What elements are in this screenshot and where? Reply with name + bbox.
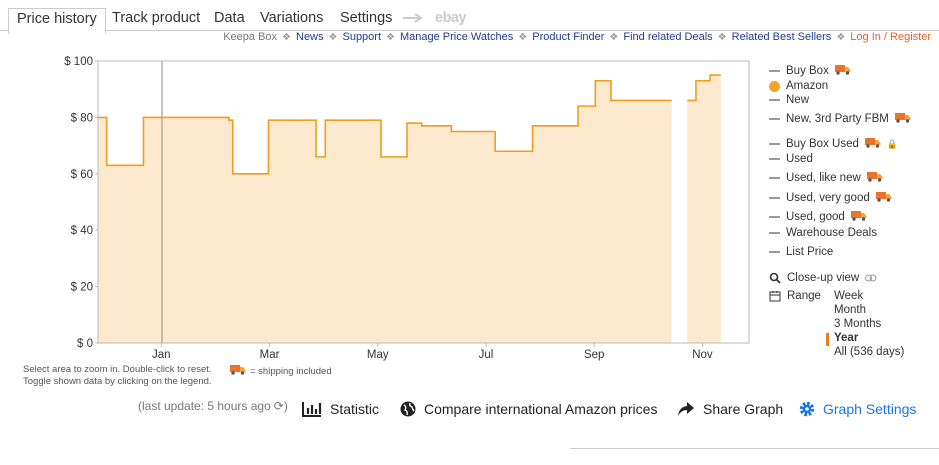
plot-frame bbox=[97, 60, 750, 344]
divider bbox=[570, 448, 939, 449]
closeup-toggle[interactable]: Close-up view bbox=[769, 272, 877, 284]
y-tick-label: $ 100 bbox=[64, 56, 93, 68]
tab[interactable]: Data bbox=[214, 10, 245, 26]
label: Share Graph bbox=[703, 401, 784, 417]
legend-item[interactable]: Used, very good bbox=[769, 191, 892, 205]
label: Statistic bbox=[330, 401, 380, 417]
label: Warehouse Deals bbox=[786, 227, 877, 239]
range-option[interactable]: Year bbox=[834, 332, 859, 344]
label: Buy Box Used bbox=[786, 138, 859, 150]
label: Used, very good bbox=[786, 192, 870, 204]
y-tick-label: $ 20 bbox=[71, 282, 93, 294]
tab[interactable]: Price history bbox=[8, 8, 106, 34]
link[interactable]: News bbox=[296, 31, 324, 43]
action-button[interactable]: Compare international Amazon prices bbox=[400, 401, 657, 417]
link[interactable]: Keepa Box bbox=[223, 31, 278, 43]
y-tick-label: $ 0 bbox=[77, 338, 93, 350]
link[interactable]: Product Finder bbox=[532, 31, 605, 43]
legend-item[interactable]: New, 3rd Party FBM bbox=[769, 112, 911, 126]
legend-item[interactable]: Buy Box bbox=[769, 64, 851, 78]
link[interactable]: Find related Deals bbox=[623, 31, 713, 43]
legend-item[interactable]: Used, like new bbox=[769, 171, 883, 185]
range-option[interactable]: 3 Months bbox=[834, 318, 882, 330]
truck-icon bbox=[894, 112, 911, 126]
action-button[interactable]: Graph Settings bbox=[799, 401, 916, 417]
legend-item[interactable]: Buy Box Used 🔒 bbox=[769, 137, 898, 151]
range-option[interactable]: All (536 days) bbox=[834, 346, 905, 358]
label: = shipping included bbox=[250, 365, 332, 377]
legend-item[interactable]: Used bbox=[769, 153, 813, 165]
label: Used, good bbox=[786, 211, 845, 223]
truck-icon bbox=[834, 64, 851, 78]
label: New bbox=[786, 94, 810, 106]
range-option[interactable]: Week bbox=[834, 290, 864, 302]
link[interactable]: Support bbox=[342, 31, 382, 43]
price-line bbox=[98, 74, 721, 175]
x-tick-label: Nov bbox=[692, 349, 713, 361]
tab[interactable]: Variations bbox=[260, 10, 324, 26]
action-button[interactable]: Statistic bbox=[302, 401, 379, 417]
link[interactable]: Related Best Sellers bbox=[731, 31, 832, 43]
x-tick-label: Jan bbox=[152, 349, 171, 361]
y-tick-label: $ 80 bbox=[71, 112, 93, 124]
arrow-icon bbox=[403, 13, 423, 23]
tab-rule bbox=[0, 30, 939, 31]
legend-item[interactable]: List Price bbox=[769, 246, 833, 258]
truck-icon bbox=[230, 364, 246, 378]
tab[interactable]: Settings bbox=[340, 10, 393, 26]
link[interactable]: Log In / Register bbox=[850, 31, 931, 43]
label: Graph Settings bbox=[823, 401, 917, 417]
tab[interactable]: ebay bbox=[435, 10, 467, 26]
range-marker bbox=[826, 333, 829, 346]
tab[interactable]: Track product bbox=[112, 10, 201, 26]
label: Amazon bbox=[786, 80, 829, 92]
legend-item[interactable]: Amazon bbox=[769, 80, 828, 92]
legend-item[interactable]: Warehouse Deals bbox=[769, 227, 877, 239]
range-option[interactable]: Month bbox=[834, 304, 866, 316]
y-tick-label: $ 60 bbox=[71, 169, 93, 181]
hint: Toggle shown data by clicking on the leg… bbox=[23, 376, 212, 387]
label: Range bbox=[787, 290, 821, 302]
truck-icon bbox=[864, 137, 881, 151]
truck-icon bbox=[875, 191, 892, 205]
hint: = shipping included bbox=[230, 364, 332, 378]
link-bar: Keepa Box ❖ News ❖ Support ❖ Manage Price W… bbox=[223, 31, 931, 43]
y-tick-label: $ 40 bbox=[71, 225, 93, 237]
x-tick-label: May bbox=[367, 349, 389, 361]
x-tick-label: Mar bbox=[260, 349, 280, 361]
action-button[interactable]: Share Graph bbox=[677, 401, 783, 417]
label: List Price bbox=[786, 246, 834, 258]
label: Close-up view bbox=[787, 272, 860, 284]
label: Used bbox=[786, 153, 813, 165]
x-tick-label: Sep bbox=[584, 349, 604, 361]
truck-icon bbox=[850, 210, 867, 224]
area-fill bbox=[98, 75, 721, 343]
hint: Select area to zoom in. Double-click to … bbox=[23, 364, 212, 375]
label: Compare international Amazon prices bbox=[424, 401, 658, 417]
legend-item[interactable]: New bbox=[769, 94, 809, 106]
label: (last update: 5 hours ago bbox=[138, 399, 271, 413]
last-update: (last update: 5 hours ago ⟳) bbox=[138, 399, 288, 413]
chart: $ 0 $ 20 $ 40 $ 60 $ 80 $ 100 Jan Mar May Jul Sep N… bbox=[64, 56, 750, 361]
legend-item[interactable]: Used, good bbox=[769, 210, 867, 224]
range-label: Range bbox=[769, 290, 821, 302]
label: Buy Box bbox=[786, 65, 829, 77]
truck-icon bbox=[866, 171, 883, 185]
x-tick-label: Jul bbox=[479, 349, 494, 361]
link[interactable]: Manage Price Watches bbox=[399, 31, 514, 43]
label: Used, like new bbox=[786, 172, 861, 184]
label: New, 3rd Party FBM bbox=[786, 113, 889, 125]
